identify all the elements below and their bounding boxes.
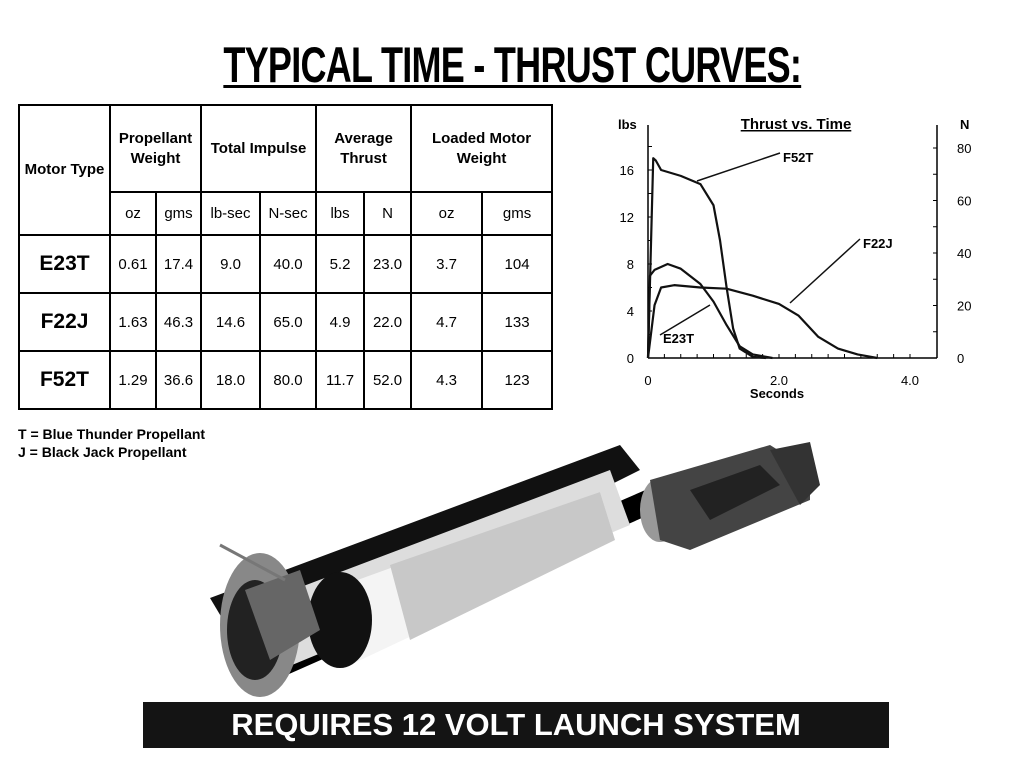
x-axis-label: Seconds: [750, 386, 804, 401]
header-propellant-weight: Propellant Weight: [108, 104, 203, 193]
value-cell: 9.0: [200, 234, 262, 294]
value-cell: 123: [481, 350, 554, 410]
page-title: TYPICAL TIME - THRUST CURVES:: [223, 37, 802, 93]
y2-axis-label: N: [960, 117, 969, 132]
value-cell: 14.6: [200, 292, 262, 352]
requirement-banner: REQUIRES 12 VOLT LAUNCH SYSTEM: [143, 702, 889, 748]
subheader-oz: oz: [410, 191, 484, 236]
header-total-impulse: Total Impulse: [200, 104, 318, 193]
value-cell: 22.0: [363, 292, 413, 352]
series-label-f52t: F52T: [783, 150, 813, 165]
subheader-N: N: [363, 191, 413, 236]
value-cell: 4.9: [315, 292, 366, 352]
series-line-f52t: [646, 157, 766, 360]
legend-t: T = Blue Thunder Propellant: [18, 426, 206, 442]
value-cell: 4.7: [410, 292, 484, 352]
value-cell: 46.3: [154, 292, 203, 352]
annotation-leader: [789, 238, 861, 304]
series-line-f22j: [646, 284, 878, 360]
value-cell: 40.0: [259, 234, 318, 294]
value-cell: 17.4: [154, 234, 203, 294]
propellant-legend: T = Blue Thunder Propellant J = Black Ja…: [18, 425, 205, 461]
value-cell: 0.61: [109, 234, 157, 294]
series-label-e23t: E23T: [663, 331, 694, 346]
motor-type-cell: E23T: [18, 234, 111, 294]
x-tick-label: 4.0: [901, 373, 919, 388]
subheader-lb-sec: lb-sec: [200, 191, 262, 236]
value-cell: 5.2: [315, 234, 366, 294]
thrust-chart: 0 4 8 12 16 0 20 40 60 80 0 2.0 4.0 Seconds lbs N Thrust…: [618, 116, 971, 401]
value-cell: 1.29: [109, 350, 157, 410]
table-row: F22J 1.63 46.3 14.6 65.0 4.9 22.0 4.7 133: [18, 292, 554, 352]
motor-spec-table: Motor Type Propellant Weight Total Impul…: [18, 104, 554, 410]
value-cell: 18.0: [200, 350, 262, 410]
chart-title: Thrust vs. Time: [741, 116, 852, 133]
header-loaded-motor-weight: Loaded Motor Weight: [410, 104, 554, 193]
value-cell: 104: [481, 234, 554, 294]
y2-tick-label: 40: [957, 246, 971, 261]
table-row: E23T 0.61 17.4 9.0 40.0 5.2 23.0 3.7 104: [18, 234, 554, 294]
y2-tick-label: 80: [957, 141, 971, 156]
y-tick-label: 16: [620, 163, 634, 178]
annotation-leader: [659, 304, 711, 336]
y-tick-label: 0: [627, 351, 634, 366]
series-label-f22j: F22J: [863, 236, 893, 251]
value-cell: 1.63: [109, 292, 157, 352]
value-cell: 4.3: [410, 350, 484, 410]
value-cell: 3.7: [410, 234, 484, 294]
legend-j: J = Black Jack Propellant: [18, 444, 187, 460]
y-tick-label: 4: [627, 304, 634, 319]
subheader-oz: oz: [109, 191, 157, 236]
header-average-thrust: Average Thrust: [315, 104, 413, 193]
subheader-lbs: lbs: [315, 191, 366, 236]
y2-tick-label: 0: [957, 351, 964, 366]
y2-tick-label: 20: [957, 299, 971, 314]
y-tick-label: 8: [627, 257, 634, 272]
value-cell: 65.0: [259, 292, 318, 352]
value-cell: 133: [481, 292, 554, 352]
annotation-leader: [696, 152, 781, 182]
x-tick-label: 0: [644, 373, 651, 388]
y-tick-label: 12: [620, 210, 634, 225]
series-line-e23t: [646, 262, 773, 360]
subheader-gms: gms: [154, 191, 203, 236]
header-motor-type: Motor Type: [18, 104, 111, 236]
value-cell: 52.0: [363, 350, 413, 410]
value-cell: 36.6: [154, 350, 203, 410]
table-row: F52T 1.29 36.6 18.0 80.0 11.7 52.0 4.3 123: [18, 350, 554, 410]
value-cell: 80.0: [259, 350, 318, 410]
y2-tick-label: 60: [957, 194, 971, 209]
motor-type-cell: F52T: [18, 350, 111, 410]
value-cell: 23.0: [363, 234, 413, 294]
motor-cutaway-illustration: [210, 442, 820, 697]
subheader-N-sec: N-sec: [259, 191, 318, 236]
motor-type-cell: F22J: [18, 292, 111, 352]
y-axis-label: lbs: [618, 117, 637, 132]
x-tick-label: 2.0: [770, 373, 788, 388]
subheader-gms: gms: [481, 191, 554, 236]
value-cell: 11.7: [315, 350, 366, 410]
